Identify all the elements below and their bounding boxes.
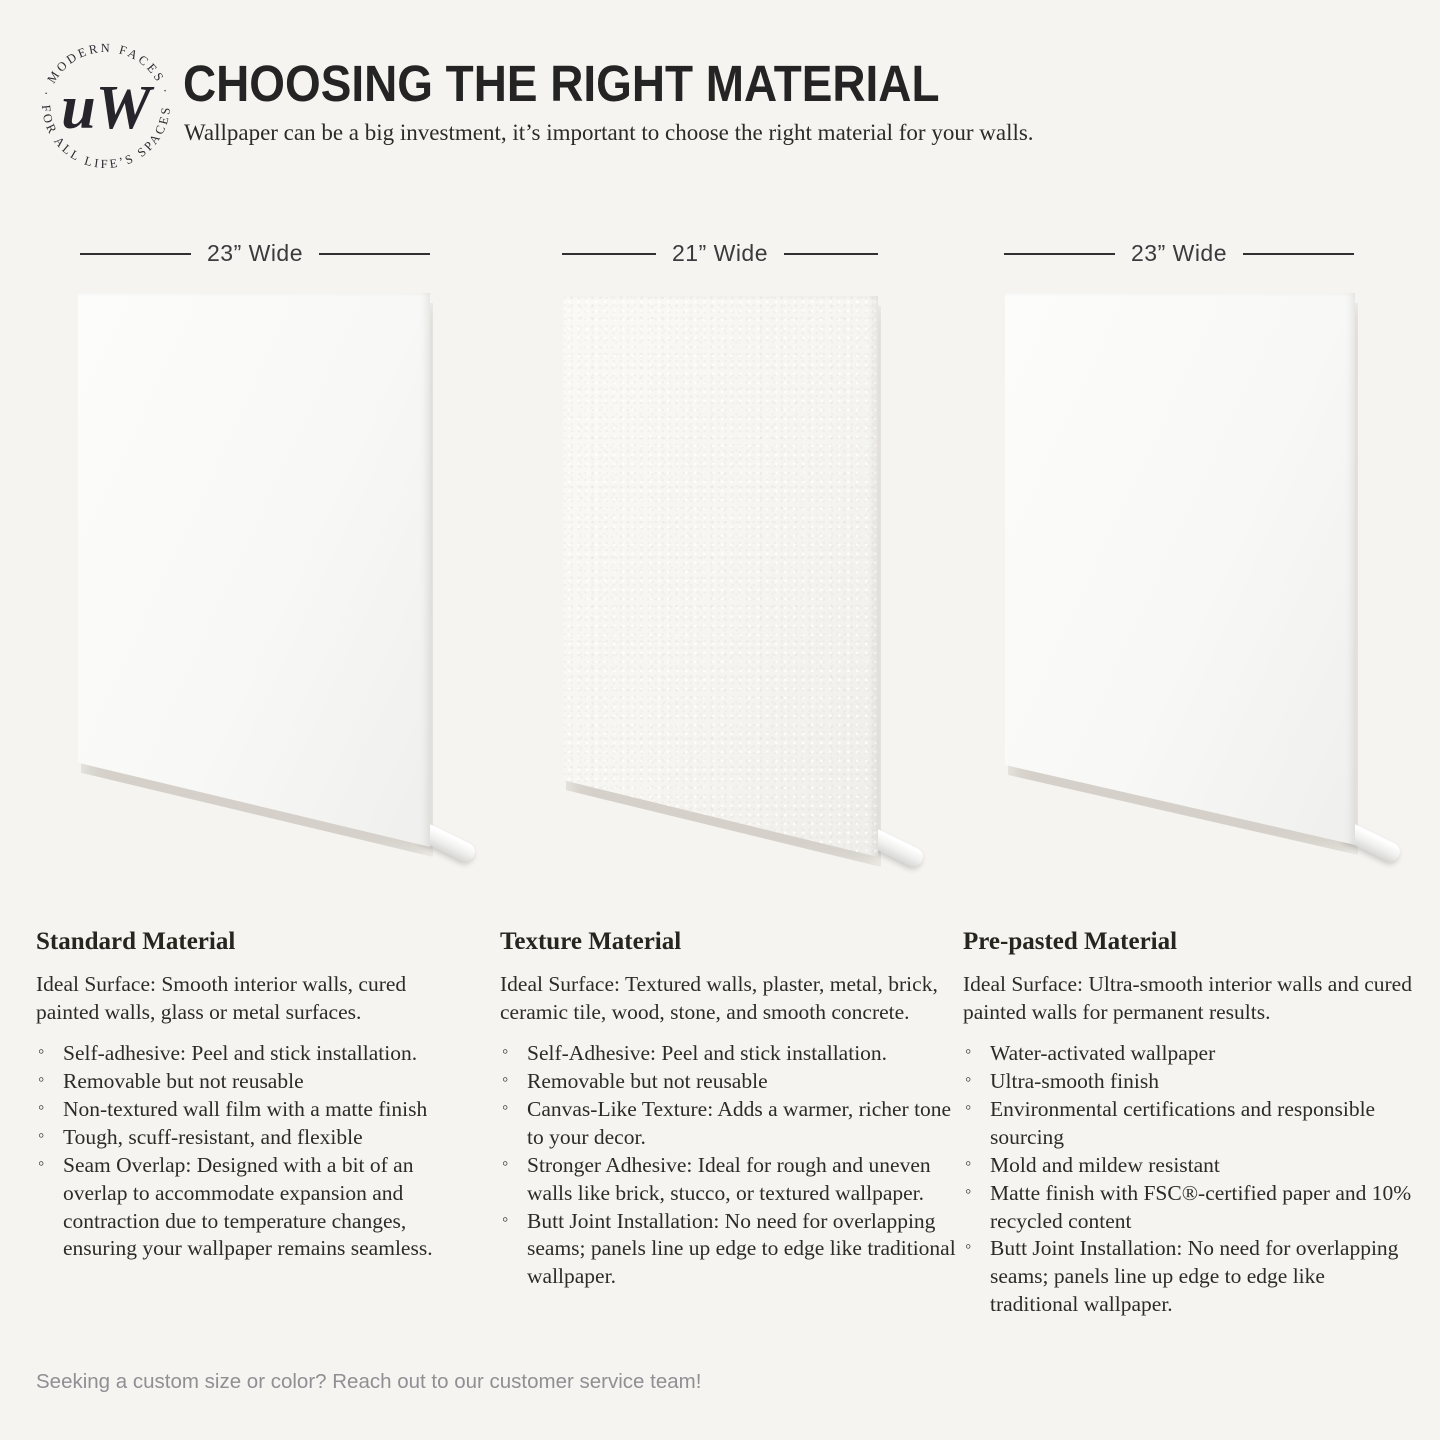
- bullet-item: Removable but not reusable: [38, 1068, 474, 1096]
- section-standard-material: Standard Material Ideal Surface: Smooth …: [36, 928, 474, 1263]
- wallpaper-sheet-texture: [563, 296, 927, 870]
- bullet-item: Ultra-smooth finish: [965, 1068, 1415, 1096]
- divider-line: [784, 252, 879, 255]
- section-intro: Ideal Surface: Textured walls, plaster, …: [500, 972, 938, 1024]
- width-indicator-texture: 21” Wide: [562, 240, 879, 267]
- page-subtitle: Wallpaper can be a big investment, it’s …: [184, 120, 1034, 145]
- wallpaper-sheet-standard: [78, 293, 479, 865]
- section-intro: Ideal Surface: Ultra-smooth interior wal…: [963, 972, 1412, 1024]
- bullet-item: Removable but not reusable: [502, 1068, 956, 1096]
- bullet-item: Water-activated wallpaper: [965, 1040, 1415, 1068]
- bullet-item: Butt Joint Installation: No need for ove…: [965, 1235, 1415, 1319]
- divider-line: [1004, 252, 1115, 255]
- width-label: 23” Wide: [1130, 240, 1228, 266]
- bullet-item: Mold and mildew resistant: [965, 1152, 1415, 1180]
- wallpaper-sheet-prepasted: [1005, 293, 1404, 865]
- sheet-surface: [1005, 293, 1355, 845]
- divider-line: [562, 252, 656, 255]
- bullet-item: Stronger Adhesive: Ideal for rough and u…: [502, 1152, 956, 1208]
- brand-logo: · MODERN FACES · · FOR ALL LIFE’S SPACES…: [25, 17, 184, 184]
- width-indicator-standard: 23” Wide: [80, 240, 431, 267]
- bullet-item: Butt Joint Installation: No need for ove…: [502, 1208, 956, 1292]
- section-intro: Ideal Surface: Smooth interior walls, cu…: [36, 972, 407, 1024]
- bullet-item: Self-Adhesive: Peel and stick installati…: [502, 1040, 956, 1068]
- brand-logo-stamp-icon: · MODERN FACES · · FOR ALL LIFE’S SPACES…: [25, 17, 171, 171]
- divider-line: [319, 252, 431, 255]
- bullet-item: Seam Overlap: Designed with a bit of an …: [38, 1152, 474, 1264]
- width-indicator-prepasted: 23” Wide: [1004, 240, 1355, 267]
- width-label: 21” Wide: [671, 240, 769, 266]
- logo-monogram: uW: [61, 74, 154, 142]
- section-title: Texture Material: [500, 928, 682, 955]
- sheet-surface: [563, 296, 878, 857]
- divider-line: [80, 252, 191, 255]
- bullet-item: Matte finish with FSC®-certified paper a…: [965, 1180, 1415, 1236]
- feature-list: Self-Adhesive: Peel and stick installati…: [500, 1040, 956, 1291]
- width-label: 23” Wide: [206, 240, 304, 266]
- bullet-item: Canvas-Like Texture: Adds a warmer, rich…: [502, 1096, 956, 1152]
- page-title: CHOOSING THE RIGHT MATERIAL: [183, 55, 940, 112]
- section-title: Pre-pasted Material: [963, 928, 1178, 955]
- footer-note: Seeking a custom size or color? Reach ou…: [36, 1370, 702, 1393]
- feature-list: Water-activated wallpaper Ultra-smooth f…: [963, 1040, 1415, 1319]
- divider-line: [1243, 252, 1355, 255]
- section-prepasted-material: Pre-pasted Material Ideal Surface: Ultra…: [963, 928, 1415, 1319]
- section-title: Standard Material: [36, 928, 236, 955]
- feature-list: Self-adhesive: Peel and stick installati…: [36, 1040, 474, 1264]
- sheet-surface: [78, 293, 430, 847]
- section-texture-material: Texture Material Ideal Surface: Textured…: [500, 928, 956, 1291]
- bullet-item: Environmental certifications and respons…: [965, 1096, 1415, 1152]
- bullet-item: Tough, scuff-resistant, and flexible: [38, 1124, 474, 1152]
- bullet-item: Self-adhesive: Peel and stick installati…: [38, 1040, 474, 1068]
- bullet-item: Non-textured wall film with a matte fini…: [38, 1096, 474, 1124]
